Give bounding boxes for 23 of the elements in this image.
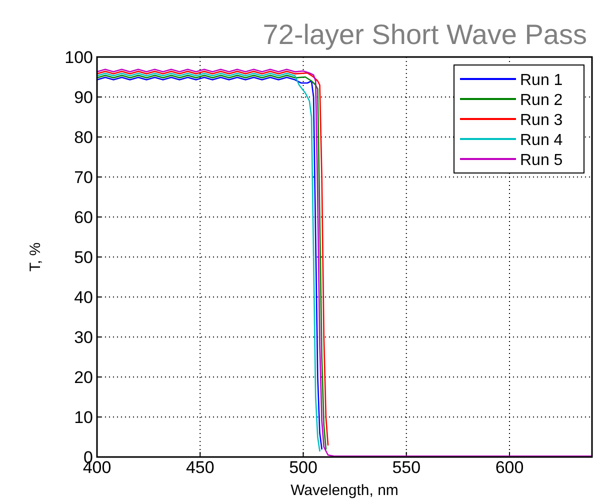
y-tick-label: 30 [74, 328, 93, 347]
x-tick-label: 600 [495, 458, 524, 477]
y-tick-label: 80 [74, 128, 93, 147]
y-tick-label: 90 [74, 88, 93, 107]
y-tick-label: 100 [64, 48, 93, 67]
y-tick-label: 20 [74, 368, 93, 387]
y-tick-label: 70 [74, 168, 93, 187]
line-series [96, 68, 593, 457]
y-tick-label: 40 [74, 288, 93, 307]
chart-title: 72-layer Short Wave Pass [262, 19, 587, 50]
y-tick-label: 10 [74, 408, 93, 427]
legend-label: Run 2 [520, 92, 563, 109]
y-tick-label: 60 [74, 208, 93, 227]
legend-label: Run 4 [520, 132, 563, 149]
legend-label: Run 5 [520, 152, 563, 169]
legend-label: Run 3 [520, 112, 563, 129]
legend-label: Run 1 [520, 72, 563, 89]
x-tick-label: 500 [289, 458, 318, 477]
x-tick-label: 550 [392, 458, 421, 477]
y-axis-title: T, % [27, 242, 44, 272]
x-axis-title: Wavelength, nm [290, 482, 398, 499]
y-tick-label: 50 [74, 248, 93, 267]
x-tick-label: 450 [186, 458, 214, 477]
